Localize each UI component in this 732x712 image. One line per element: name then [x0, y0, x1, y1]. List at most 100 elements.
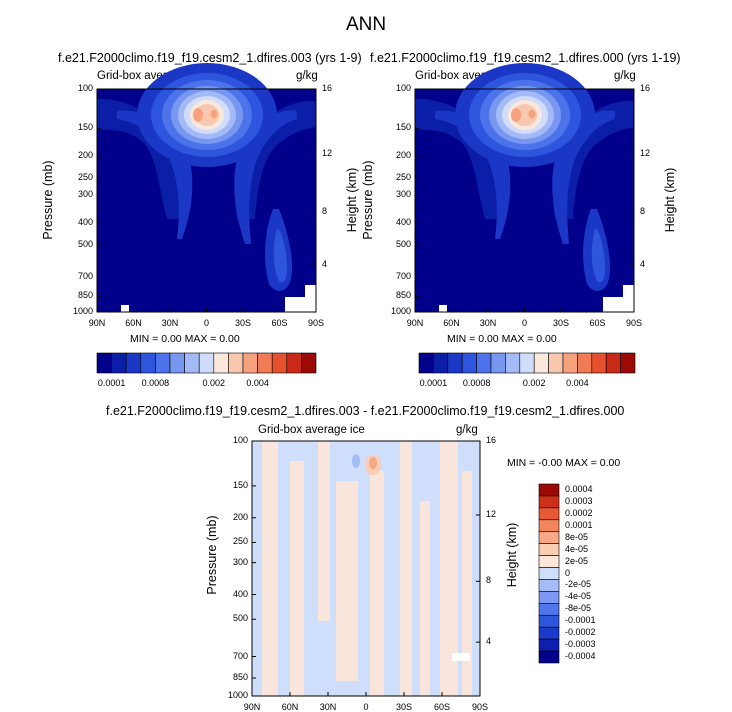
y-tick-label: 400: [232, 588, 248, 599]
colorbar-box: [538, 614, 560, 628]
panel1-title: f.e21.F2000climo.f19_f19.cesm2_1.dfires.…: [58, 51, 362, 65]
y-tick-label: 500: [232, 613, 248, 624]
y-tick-label: 200: [395, 150, 411, 161]
diff-positive-region: [462, 471, 472, 696]
y-right-tick-label: 4: [322, 258, 328, 269]
y-tick-label: 200: [232, 511, 248, 522]
panel2-units: g/kg: [614, 70, 636, 82]
x-tick-label: 30N: [161, 318, 179, 328]
x-tick-label: 60S: [433, 702, 450, 712]
y-tick-label: 500: [77, 238, 93, 249]
colorbar-box: [505, 352, 521, 374]
y-tick-label: 200: [77, 150, 93, 161]
y-right-tick-label: 4: [640, 258, 646, 269]
colorbar-box: [242, 352, 258, 374]
y-tick-label: 700: [77, 271, 93, 282]
y-tick-label: 1000: [72, 306, 93, 316]
y-tick-label: 1000: [227, 690, 248, 700]
colorbar-box: [213, 352, 229, 374]
colorbar-box: [538, 507, 560, 521]
panel2-plot: [414, 63, 635, 313]
colorbar-box: [538, 519, 560, 533]
y-tick-label: 150: [395, 122, 411, 133]
colorbar-label: 0.004: [246, 378, 269, 388]
y-tick-label: 850: [232, 672, 248, 682]
colorbar-box: [184, 352, 200, 374]
colorbar-box: [538, 626, 560, 640]
colorbar-box: [538, 579, 560, 592]
colorbar-label: -0.0002: [565, 627, 596, 638]
ice-layer: [591, 229, 606, 283]
colorbar-label: 0.0001: [97, 378, 126, 388]
x-tick-label: 30N: [319, 702, 337, 712]
colorbar-box: [538, 567, 560, 580]
y-tick-label: 500: [395, 238, 411, 249]
x-tick-label: 60S: [271, 318, 288, 328]
colorbar-box: [155, 352, 171, 374]
y-tick-label: 100: [77, 83, 93, 93]
y-tick-label: 1000: [390, 306, 411, 316]
panel3-minmax: MIN = -0.00 MAX = 0.00: [507, 457, 621, 469]
colorbar-label: 0.0002: [565, 507, 593, 518]
x-tick-label: 0: [521, 318, 527, 328]
x-tick-label: 30S: [552, 318, 569, 328]
panel3-title: f.e21.F2000climo.f19_f19.cesm2_1.dfires.…: [106, 404, 625, 418]
panel2-minmax: MIN = 0.00 MAX = 0.00: [447, 333, 557, 345]
y-right-tick-label: 12: [640, 147, 651, 158]
y-tick-label: 850: [77, 290, 93, 301]
colorbar-box: [538, 555, 560, 568]
colorbar-box: [605, 352, 621, 374]
panel3-colorbar: [538, 483, 560, 664]
x-tick-label: 60N: [125, 318, 142, 328]
panel3-y-title: Pressure (mb): [205, 515, 219, 595]
diff-positive-region: [318, 441, 330, 621]
panel1-minmax: MIN = 0.00 MAX = 0.00: [130, 333, 240, 345]
colorbar-label: -0.0003: [565, 639, 596, 650]
colorbar-label: -8e-05: [565, 603, 592, 614]
colorbar-box: [519, 352, 535, 374]
panel1-units: g/kg: [296, 70, 318, 82]
panel3-units: g/kg: [456, 424, 478, 436]
colorbar-label: 0.0001: [565, 519, 593, 530]
colorbar-box: [538, 543, 560, 556]
colorbar-box: [228, 352, 244, 374]
y-tick-label: 300: [232, 556, 248, 567]
colorbar-box: [198, 352, 215, 374]
colorbar-box: [538, 650, 560, 664]
missing-data: [603, 297, 623, 312]
colorbar-label: -0.0004: [565, 651, 596, 662]
panel2-colorbar: [418, 352, 636, 374]
colorbar-label: 2e-05: [565, 555, 589, 566]
colorbar-box: [538, 483, 560, 497]
colorbar-box: [461, 352, 477, 374]
x-tick-label: 30S: [395, 702, 412, 712]
x-tick-label: 0: [363, 702, 369, 712]
colorbar-label: 0: [565, 567, 571, 578]
colorbar-box: [548, 352, 564, 374]
y-right-tick-label: 8: [640, 205, 646, 216]
colorbar-box: [418, 352, 434, 374]
y-tick-label: 300: [77, 189, 93, 200]
colorbar-label: 0.0001: [419, 378, 448, 388]
y-tick-label: 100: [395, 83, 411, 93]
colorbar-box: [538, 591, 560, 604]
ice-max-contour: [528, 109, 536, 119]
missing-data: [121, 305, 129, 312]
diff-positive-region: [400, 441, 412, 696]
x-tick-label: 60N: [281, 702, 299, 712]
colorbar-box: [96, 352, 112, 374]
x-tick-label: 90S: [307, 318, 324, 328]
colorbar-label: 0.0008: [462, 378, 491, 388]
colorbar-box: [620, 352, 636, 374]
y-tick-label: 700: [395, 271, 411, 282]
y-tick-label: 150: [232, 479, 248, 490]
colorbar-box: [538, 495, 560, 509]
colorbar-label: 0.002: [202, 378, 226, 388]
colorbar-box: [591, 352, 607, 374]
y-right-tick-label: 12: [486, 508, 497, 519]
y-tick-label: 100: [232, 435, 248, 445]
y-right-tick-label: 16: [486, 435, 497, 445]
colorbar-label: 0.0008: [141, 378, 170, 388]
panel2-title: f.e21.F2000climo.f19_f19.cesm2_1.dfires.…: [370, 51, 681, 65]
panel3-plot: [251, 440, 481, 697]
